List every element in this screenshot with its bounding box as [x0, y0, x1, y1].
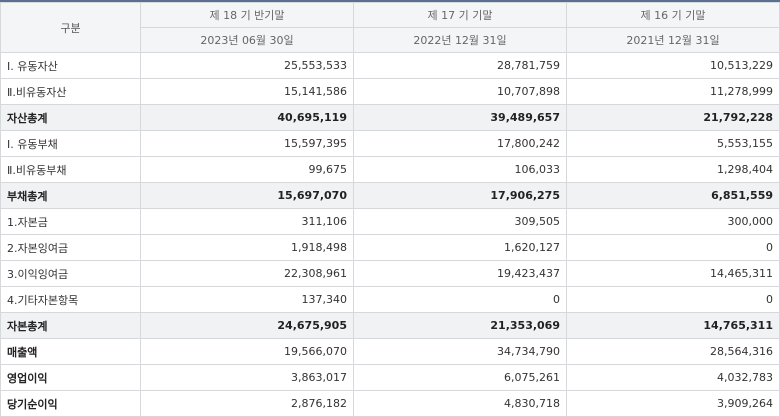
value-cell-period-1: 15,141,586 — [140, 78, 354, 105]
value-cell-period-2: 34,734,790 — [353, 338, 567, 365]
value-cell-period-3: 10,513,229 — [566, 52, 780, 79]
row-label: 매출액 — [0, 338, 141, 365]
table-row: 당기순이익 2,876,182 4,830,718 3,909,264 — [0, 390, 780, 417]
value-cell-period-3: 6,851,559 — [566, 182, 780, 209]
value-cell-period-2: 21,353,069 — [353, 312, 567, 339]
header-category: 구분 — [0, 2, 141, 53]
value-cell-period-2: 28,781,759 — [353, 52, 567, 79]
table-row: 자산총계 40,695,119 39,489,657 21,792,228 — [0, 104, 780, 131]
value-cell-period-2: 17,800,242 — [353, 130, 567, 157]
table-row: 매출액 19,566,070 34,734,790 28,564,316 — [0, 338, 780, 365]
value-cell-period-3: 21,792,228 — [566, 104, 780, 131]
value-cell-period-2: 17,906,275 — [353, 182, 567, 209]
row-label: 영업이익 — [0, 364, 141, 391]
row-label: 자본총계 — [0, 312, 141, 339]
value-cell-period-1: 24,675,905 — [140, 312, 354, 339]
value-cell-period-3: 4,032,783 — [566, 364, 780, 391]
row-label: Ⅰ. 유동부채 — [0, 130, 141, 157]
table-row: 영업이익 3,863,017 6,075,261 4,032,783 — [0, 364, 780, 391]
header-date-1: 2023년 06월 30일 — [140, 27, 354, 53]
header-period-1: 제 18 기 반기말 — [140, 2, 354, 28]
value-cell-period-3: 14,465,311 — [566, 260, 780, 287]
value-cell-period-3: 0 — [566, 234, 780, 261]
row-label: 부채총계 — [0, 182, 141, 209]
row-label: 4.기타자본항목 — [0, 286, 141, 313]
value-cell-period-2: 0 — [353, 286, 567, 313]
value-cell-period-3: 3,909,264 — [566, 390, 780, 417]
value-cell-period-3: 28,564,316 — [566, 338, 780, 365]
table-row: 3.이익잉여금 22,308,961 19,423,437 14,465,311 — [0, 260, 780, 287]
value-cell-period-1: 19,566,070 — [140, 338, 354, 365]
table-row: 2.자본잉여금 1,918,498 1,620,127 0 — [0, 234, 780, 261]
top-rule — [0, 0, 780, 2]
value-cell-period-3: 11,278,999 — [566, 78, 780, 105]
value-cell-period-1: 1,918,498 — [140, 234, 354, 261]
header-period-3: 제 16 기 기말 — [566, 2, 780, 28]
header-date-2: 2022년 12월 31일 — [353, 27, 567, 53]
row-label: Ⅱ.비유동부채 — [0, 156, 141, 183]
value-cell-period-2: 6,075,261 — [353, 364, 567, 391]
header-date-3: 2021년 12월 31일 — [566, 27, 780, 53]
table-row: Ⅱ.비유동부채 99,675 106,033 1,298,404 — [0, 156, 780, 183]
table-row: Ⅰ. 유동부채 15,597,395 17,800,242 5,553,155 — [0, 130, 780, 157]
row-label: 자산총계 — [0, 104, 141, 131]
value-cell-period-1: 22,308,961 — [140, 260, 354, 287]
header-period-2: 제 17 기 기말 — [353, 2, 567, 28]
value-cell-period-3: 14,765,311 — [566, 312, 780, 339]
value-cell-period-3: 0 — [566, 286, 780, 313]
row-label: 3.이익잉여금 — [0, 260, 141, 287]
value-cell-period-3: 5,553,155 — [566, 130, 780, 157]
value-cell-period-2: 106,033 — [353, 156, 567, 183]
value-cell-period-2: 10,707,898 — [353, 78, 567, 105]
value-cell-period-1: 25,553,533 — [140, 52, 354, 79]
row-label: Ⅰ. 유동자산 — [0, 52, 141, 79]
table-row: 4.기타자본항목 137,340 0 0 — [0, 286, 780, 313]
value-cell-period-3: 1,298,404 — [566, 156, 780, 183]
table-row: 1.자본금 311,106 309,505 300,000 — [0, 208, 780, 235]
value-cell-period-2: 39,489,657 — [353, 104, 567, 131]
value-cell-period-1: 311,106 — [140, 208, 354, 235]
value-cell-period-3: 300,000 — [566, 208, 780, 235]
row-label: 2.자본잉여금 — [0, 234, 141, 261]
table-row: Ⅰ. 유동자산 25,553,533 28,781,759 10,513,229 — [0, 52, 780, 79]
table-row: 부채총계 15,697,070 17,906,275 6,851,559 — [0, 182, 780, 209]
value-cell-period-1: 15,597,395 — [140, 130, 354, 157]
value-cell-period-1: 40,695,119 — [140, 104, 354, 131]
value-cell-period-2: 4,830,718 — [353, 390, 567, 417]
value-cell-period-2: 1,620,127 — [353, 234, 567, 261]
value-cell-period-1: 15,697,070 — [140, 182, 354, 209]
value-cell-period-2: 19,423,437 — [353, 260, 567, 287]
table-row: Ⅱ.비유동자산 15,141,586 10,707,898 11,278,999 — [0, 78, 780, 105]
row-label: 1.자본금 — [0, 208, 141, 235]
value-cell-period-1: 3,863,017 — [140, 364, 354, 391]
value-cell-period-2: 309,505 — [353, 208, 567, 235]
table-row: 자본총계 24,675,905 21,353,069 14,765,311 — [0, 312, 780, 339]
value-cell-period-1: 2,876,182 — [140, 390, 354, 417]
row-label: Ⅱ.비유동자산 — [0, 78, 141, 105]
value-cell-period-1: 99,675 — [140, 156, 354, 183]
row-label: 당기순이익 — [0, 390, 141, 417]
value-cell-period-1: 137,340 — [140, 286, 354, 313]
table-body: Ⅰ. 유동자산 25,553,533 28,781,759 10,513,229 Ⅱ.비… — [0, 52, 780, 417]
